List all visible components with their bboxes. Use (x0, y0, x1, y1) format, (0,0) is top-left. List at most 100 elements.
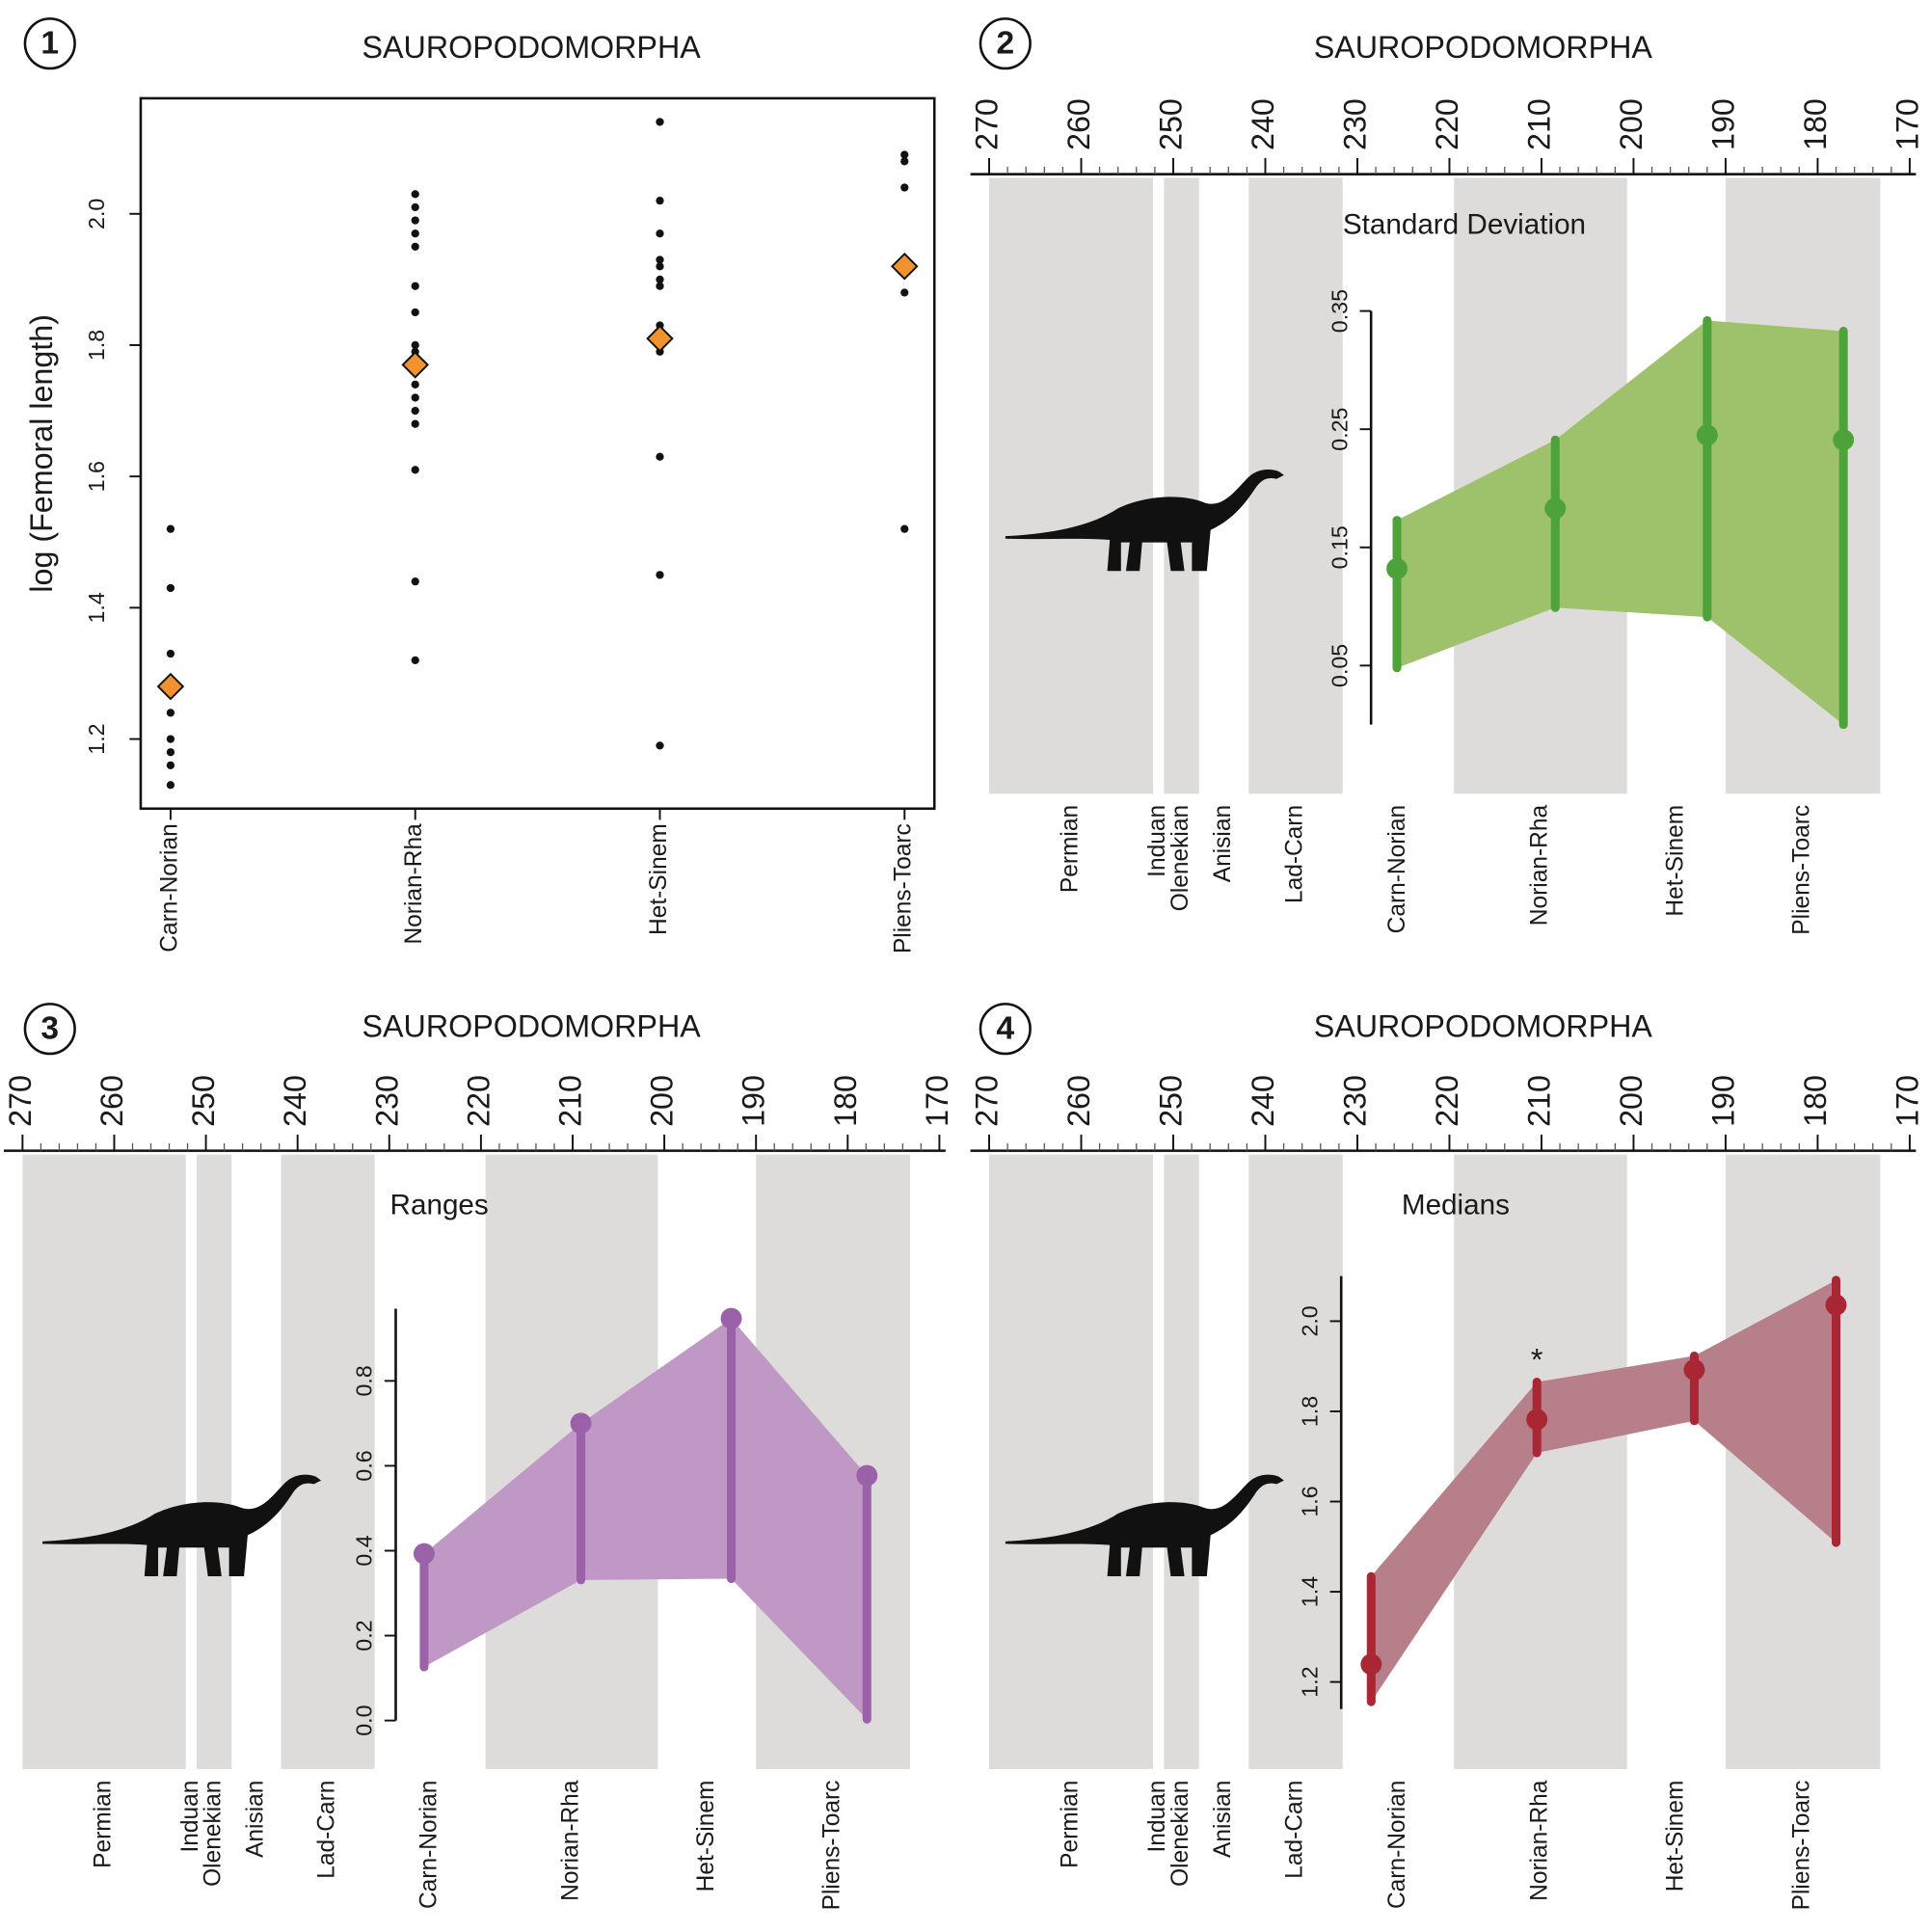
x-tick-label: 260 (1061, 1075, 1096, 1127)
x-tick-label: 250 (1154, 1075, 1189, 1127)
x-tick-label: 210 (1521, 1075, 1556, 1127)
x-tick-label: 240 (1246, 1075, 1280, 1127)
range-area (1371, 1279, 1837, 1703)
data-point (166, 735, 175, 743)
stage-label: Lad-Carn (314, 1781, 340, 1879)
data-point (900, 157, 909, 166)
chart-title: SAUROPODOMORPHA (362, 1009, 702, 1044)
data-point (411, 242, 419, 251)
stage-label: Olenekian (1167, 1781, 1193, 1887)
x-tick-label: 170 (1890, 98, 1924, 150)
panel-number: 2 (996, 25, 1014, 61)
data-point (411, 577, 419, 586)
data-point (656, 197, 664, 205)
stage-label: Norian-Rha (558, 1780, 584, 1901)
stage-band (281, 1154, 375, 1769)
data-point (166, 761, 175, 769)
panel-badge (979, 1003, 1032, 1056)
stage-band (989, 1154, 1153, 1769)
mean-marker (401, 351, 429, 379)
value-dot (856, 1464, 878, 1487)
data-point (411, 282, 419, 290)
y-axis-label: log (Femoral length) (24, 314, 59, 593)
data-point (900, 524, 909, 533)
x-tick-label: 180 (828, 1075, 863, 1127)
y-tick-label: 2.0 (1297, 1305, 1322, 1336)
panel-badge (23, 1003, 76, 1056)
mean-marker (890, 253, 919, 281)
data-point (656, 571, 664, 579)
stage-band (22, 1154, 186, 1769)
y-tick-label: 1.8 (1297, 1396, 1322, 1427)
x-tick-label: 170 (1890, 1075, 1924, 1127)
x-tick-label: 190 (1705, 1075, 1740, 1127)
stage-label: Pliens-Toarc (1789, 805, 1815, 935)
x-tick-label: 210 (553, 1075, 588, 1127)
x-tick-label: 190 (737, 1075, 771, 1127)
x-tick-label: Norian-Rha (401, 823, 427, 945)
stage-label: Olenekian (201, 1781, 227, 1887)
stage-label: Lad-Carn (1281, 1781, 1307, 1879)
panel-number: 1 (40, 25, 59, 61)
y-tick-label: 0.8 (352, 1365, 377, 1396)
data-point (166, 583, 175, 593)
data-point (656, 262, 664, 271)
y-tick-label: 0.05 (1327, 644, 1352, 687)
x-tick-label: 240 (278, 1075, 312, 1127)
data-point (411, 202, 419, 212)
stage-label: Anisian (242, 1781, 268, 1858)
panel-label: Medians (1402, 1190, 1510, 1221)
stage-label: Pliens-Toarc (1789, 1781, 1815, 1911)
stage-label: Induan (177, 1781, 203, 1853)
stage-label: Carn-Norian (1384, 1781, 1410, 1909)
stage-label: Het-Sinem (1662, 1781, 1688, 1892)
stage-label: Olenekian (1167, 805, 1193, 911)
x-tick-label: 260 (1061, 98, 1096, 150)
range-area (1397, 320, 1844, 725)
data-point (411, 419, 419, 428)
value-dot (1360, 1653, 1382, 1676)
stage-band (197, 1154, 232, 1769)
annotation: * (1531, 1342, 1543, 1377)
stage-label: Norian-Rha (1526, 1780, 1552, 1901)
x-tick-label: 180 (1798, 98, 1833, 150)
stage-label: Carn-Norian (1384, 805, 1410, 933)
stage-label: Norian-Rha (1526, 805, 1552, 926)
chart-title: SAUROPODOMORPHA (1314, 1009, 1653, 1044)
data-point (411, 466, 419, 474)
y-tick-label: 1.2 (84, 723, 109, 754)
x-tick-label: 190 (1705, 98, 1740, 150)
stage-label: Anisian (1210, 1781, 1236, 1858)
data-point (411, 393, 419, 402)
stage-label: Pliens-Toarc (819, 1781, 845, 1911)
plot-frame (139, 96, 936, 811)
chart-title: SAUROPODOMORPHA (362, 30, 702, 65)
data-point (900, 183, 909, 192)
x-tick-label: 220 (1430, 98, 1464, 150)
y-tick-label: 1.4 (1297, 1576, 1322, 1607)
value-dot (1683, 1358, 1705, 1381)
value-dot (1386, 557, 1408, 579)
x-tick-label: 270 (3, 1075, 38, 1127)
y-tick-label: 1.2 (1297, 1666, 1322, 1697)
range-area (423, 1318, 868, 1720)
data-point (656, 282, 664, 290)
y-tick-label: 0.15 (1327, 525, 1352, 569)
stage-label: Permian (1057, 805, 1083, 893)
panel-label: Ranges (390, 1190, 489, 1221)
value-dot (1833, 429, 1855, 451)
data-point (411, 308, 419, 317)
x-tick-label: 200 (645, 1075, 680, 1127)
stage-band (1164, 1154, 1199, 1769)
panel-number: 3 (40, 1010, 59, 1046)
data-point (411, 380, 419, 389)
x-tick-label: 230 (369, 1075, 404, 1127)
x-tick-label: 230 (1337, 98, 1372, 150)
x-tick-label: Pliens-Toarc (891, 823, 917, 953)
y-tick-label: 2.0 (84, 199, 109, 229)
data-point (411, 406, 419, 416)
x-tick-label: 250 (186, 1075, 221, 1127)
stage-band (1164, 177, 1199, 794)
foreground-layer: SAUROPODOMORPHA 1 1.2 1.4 1.6 1.8 2.0 log (Femo… (3, 17, 1924, 1911)
